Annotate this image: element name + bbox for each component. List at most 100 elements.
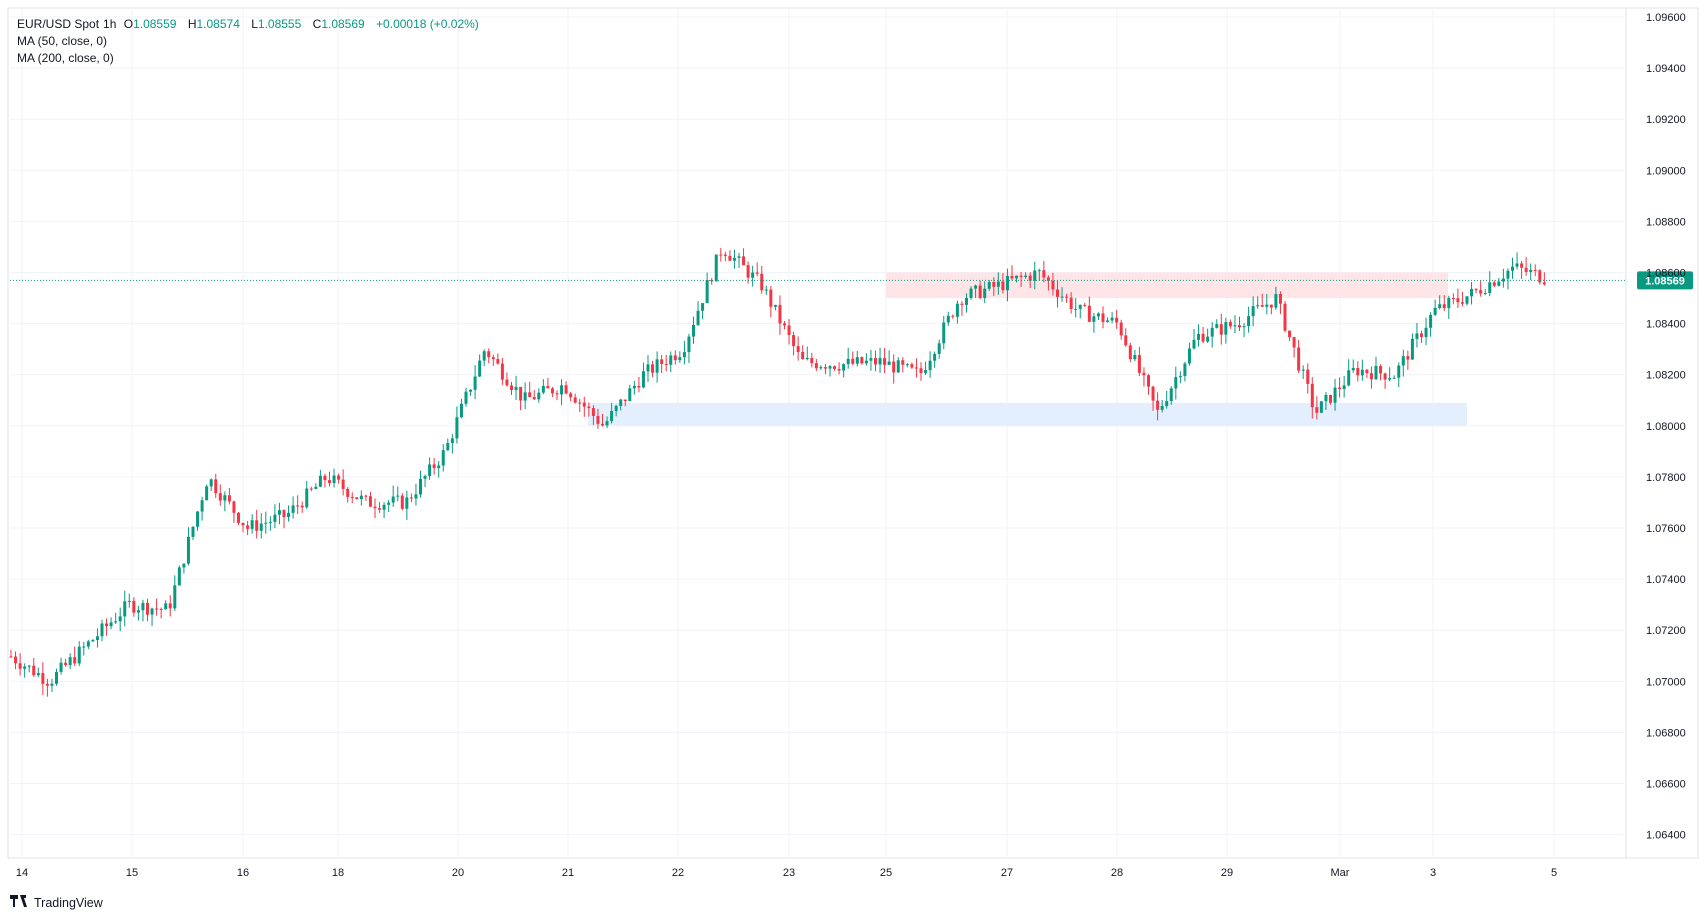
candle-body[interactable] [1406,356,1410,360]
candle-body[interactable] [455,417,459,439]
candle-body[interactable] [1015,275,1019,279]
candle-body[interactable] [109,622,113,627]
candle-body[interactable] [459,403,463,418]
candle-body[interactable] [919,368,923,374]
candle-body[interactable] [1156,400,1160,410]
candle-body[interactable] [910,364,914,368]
candle-body[interactable] [1065,296,1069,298]
candle-body[interactable] [86,641,90,647]
candle-body[interactable] [660,359,664,364]
candle-body[interactable] [205,486,209,501]
candle-body[interactable] [1297,347,1301,371]
candle-body[interactable] [1533,269,1537,271]
symbol-label[interactable]: EUR/USD Spot [17,17,100,31]
candle-body[interactable] [1233,325,1237,327]
candle-body[interactable] [1078,304,1082,309]
candles[interactable] [9,248,1546,697]
candle-body[interactable] [50,683,54,686]
candle-body[interactable] [314,486,318,489]
candle-body[interactable] [487,351,491,358]
candle-body[interactable] [346,488,350,497]
candle-body[interactable] [337,475,341,480]
candle-body[interactable] [1228,322,1232,327]
candle-body[interactable] [277,510,281,515]
candle-body[interactable] [610,410,614,422]
candle-body[interactable] [883,358,887,365]
indicator-ma200[interactable]: MA (200, close, 0) [17,51,114,65]
candle-body[interactable] [328,480,331,483]
candle-body[interactable] [846,358,850,365]
candle-body[interactable] [783,323,786,326]
candle-body[interactable] [209,479,213,487]
candle-body[interactable] [464,391,468,404]
candle-body[interactable] [1033,270,1037,281]
candle-body[interactable] [1251,306,1255,317]
candle-body[interactable] [136,610,140,613]
candle-body[interactable] [414,494,418,499]
candle-body[interactable] [73,657,77,664]
candle-body[interactable] [1483,292,1487,294]
candle-body[interactable] [564,385,568,394]
candle-body[interactable] [1515,263,1519,267]
candle-body[interactable] [14,656,18,664]
candle-body[interactable] [82,646,86,648]
candle-body[interactable] [1392,377,1396,379]
candle-body[interactable] [182,563,186,568]
candle-body[interactable] [27,665,31,667]
candle-body[interactable] [127,600,131,602]
candle-body[interactable] [359,495,363,500]
candle-body[interactable] [778,304,782,324]
candle-body[interactable] [537,392,541,400]
candle-body[interactable] [1292,337,1296,348]
candle-body[interactable] [123,601,127,617]
candle-body[interactable] [1383,373,1387,380]
candle-body[interactable] [1183,363,1187,377]
candle-body[interactable] [1219,324,1223,335]
candle-body[interactable] [1238,325,1241,328]
candle-body[interactable] [823,367,827,369]
candle-body[interactable] [1269,304,1273,308]
candle-body[interactable] [1151,386,1155,401]
candle-body[interactable] [1379,366,1383,374]
candle-body[interactable] [91,640,95,642]
candle-body[interactable] [1083,304,1087,306]
candle-body[interactable] [1074,308,1078,310]
candle-body[interactable] [1329,394,1332,403]
candle-body[interactable] [1024,275,1028,277]
candle-body[interactable] [914,367,918,369]
candle-body[interactable] [164,603,168,610]
candle-body[interactable] [992,282,996,287]
candle-body[interactable] [510,385,513,390]
candle-body[interactable] [637,385,641,388]
candle-body[interactable] [1301,369,1305,371]
candle-body[interactable] [851,358,855,364]
support-zone[interactable] [588,402,1467,426]
candle-body[interactable] [227,495,231,502]
candle-body[interactable] [969,288,973,299]
candle-body[interactable] [623,399,627,401]
candle-body[interactable] [1460,302,1464,304]
candle-body[interactable] [578,402,582,404]
candle-body[interactable] [77,646,81,664]
candle-body[interactable] [814,363,818,369]
candle-body[interactable] [1247,316,1251,327]
candle-body[interactable] [1106,320,1110,323]
candle-body[interactable] [746,265,750,278]
candle-body[interactable] [400,495,404,509]
candle-body[interactable] [291,505,295,513]
candle-body[interactable] [605,421,609,426]
candle-body[interactable] [114,621,118,623]
candle-body[interactable] [45,683,49,686]
candle-body[interactable] [1087,305,1091,322]
candle-body[interactable] [287,512,291,518]
candle-body[interactable] [555,393,559,395]
candle-body[interactable] [1506,270,1510,279]
candle-body[interactable] [146,602,149,615]
candle-body[interactable] [478,360,482,377]
candle-body[interactable] [55,671,58,684]
time-axis[interactable]: 14 15 16 18 20 21 22 23 25 27 28 29 Mar 3 5 [16,867,1557,879]
indicator-ma50[interactable]: MA (50, close, 0) [17,34,108,48]
candle-body[interactable] [1342,385,1346,389]
candle-body[interactable] [550,388,554,394]
candle-body[interactable] [496,359,500,364]
